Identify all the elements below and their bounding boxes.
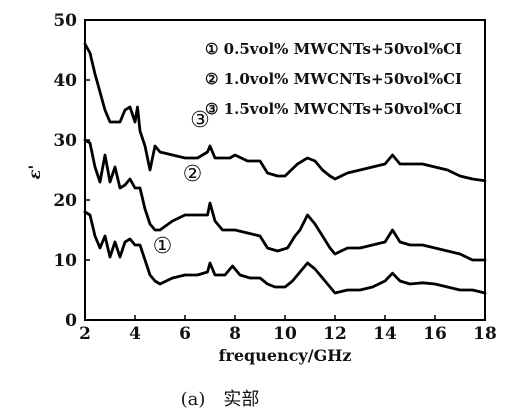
legend-entry-2: ② 1.0vol% MWCNTs+50vol%CI <box>205 70 462 88</box>
caption: (a) 实部 <box>181 389 260 410</box>
y-tick-label: 0 <box>65 311 77 331</box>
x-tick-label: 4 <box>129 324 141 344</box>
x-tick-label: 16 <box>423 324 447 344</box>
y-tick-label: 20 <box>53 191 77 211</box>
x-axis-label: frequency/GHz <box>219 346 352 365</box>
x-tick-label: 8 <box>229 324 241 344</box>
x-tick-label: 18 <box>473 324 497 344</box>
series-layer: ① ② ③ <box>83 42 487 295</box>
legend-entry-3: ③ 1.5vol% MWCNTs+50vol%CI <box>205 100 462 118</box>
y-tick-label: 40 <box>53 71 77 91</box>
series-line-3 <box>83 42 487 183</box>
series-marker-2: ② <box>183 162 203 187</box>
series-marker-3: ③ <box>190 108 210 133</box>
x-tick-label: 2 <box>79 324 91 344</box>
x-tick-label: 14 <box>373 324 397 344</box>
ticks-layer: 2 4 6 8 10 12 14 16 18 0 10 20 30 40 50 <box>53 11 497 344</box>
series-marker-1: ① <box>153 234 173 259</box>
y-tick-label: 30 <box>53 131 77 151</box>
y-tick-label: 50 <box>53 11 77 31</box>
series-line-1 <box>83 210 487 295</box>
legend: ① 0.5vol% MWCNTs+50vol%CI ② 1.0vol% MWCNT… <box>205 40 462 118</box>
x-tick-label: 6 <box>179 324 191 344</box>
y-axis-label: ε' <box>25 165 44 180</box>
x-tick-label: 10 <box>273 324 297 344</box>
y-tick-label: 10 <box>53 251 77 271</box>
x-tick-label: 12 <box>323 324 347 344</box>
plot-frame <box>84 19 486 321</box>
legend-entry-1: ① 0.5vol% MWCNTs+50vol%CI <box>205 40 462 58</box>
series-line-2 <box>83 138 487 262</box>
